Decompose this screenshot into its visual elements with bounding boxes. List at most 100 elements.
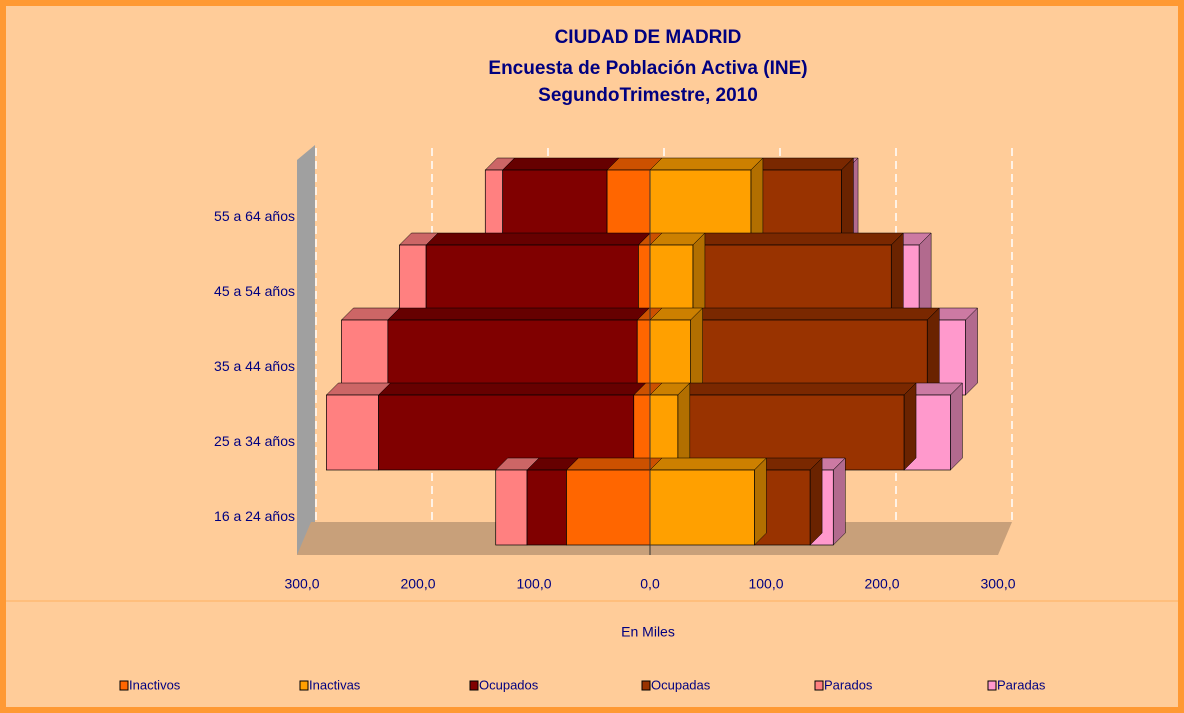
bar-side-shade bbox=[919, 233, 932, 320]
side-wall bbox=[297, 145, 315, 555]
bar-top-shade bbox=[650, 383, 690, 395]
legend-label: Ocupadas bbox=[651, 677, 711, 692]
bar bbox=[649, 382, 691, 471]
chart-title: SegundoTrimestre, 2010 bbox=[538, 85, 758, 106]
bar-front bbox=[566, 469, 651, 546]
bar bbox=[750, 157, 855, 246]
bar-side-shade bbox=[750, 158, 763, 245]
bar-top-shade bbox=[927, 308, 978, 320]
bar-front bbox=[502, 169, 608, 246]
bar-side-shade bbox=[927, 308, 940, 395]
y-tick-label: 55 a 64 años bbox=[214, 208, 295, 224]
y-tick-label: 45 a 54 años bbox=[214, 283, 295, 299]
x-tick-label: 300,0 bbox=[980, 576, 1015, 592]
bar-top-shade bbox=[650, 308, 703, 320]
bar-top-shade bbox=[566, 458, 662, 470]
bar-front bbox=[387, 319, 638, 396]
bar-front bbox=[649, 169, 752, 246]
bar-front bbox=[425, 244, 639, 321]
bar-top-shade bbox=[485, 158, 515, 170]
legend-swatch bbox=[814, 680, 824, 691]
bar-front bbox=[649, 469, 755, 546]
bar-top-shade bbox=[677, 383, 917, 395]
x-tick-label: 0,0 bbox=[640, 576, 660, 592]
legend-swatch bbox=[641, 680, 651, 691]
bar-side-shade bbox=[833, 458, 846, 545]
bar-side-shade bbox=[904, 383, 917, 470]
bar-top-shade bbox=[650, 158, 763, 170]
bar-top-shade bbox=[502, 158, 620, 170]
y-tick-label: 35 a 44 años bbox=[214, 358, 295, 374]
bar-side-shade bbox=[692, 233, 705, 320]
legend-swatch bbox=[299, 680, 309, 691]
bar bbox=[692, 232, 904, 321]
bar-top-shade bbox=[607, 158, 662, 170]
bar-front bbox=[606, 169, 651, 246]
bar-top-shade bbox=[341, 308, 400, 320]
chart-title: CIUDAD DE MADRID bbox=[555, 27, 742, 48]
bar-top-shade bbox=[650, 458, 767, 470]
x-tick-label: 100,0 bbox=[748, 576, 783, 592]
bar-front bbox=[692, 244, 892, 321]
bar-top-shade bbox=[692, 233, 904, 245]
bar-front bbox=[750, 169, 842, 246]
bar bbox=[565, 457, 663, 546]
bar-top-shade bbox=[399, 233, 439, 245]
bar-top-shade bbox=[750, 158, 854, 170]
x-tick-label: 200,0 bbox=[864, 576, 899, 592]
bar-top-shade bbox=[754, 458, 823, 470]
bar-front bbox=[649, 319, 691, 396]
bar-front bbox=[341, 319, 389, 396]
bar-top-shade bbox=[426, 233, 651, 245]
bar-front bbox=[495, 469, 528, 546]
x-axis-label: En Miles bbox=[621, 624, 675, 640]
bar-top-shade bbox=[527, 458, 579, 470]
bar-side-shade bbox=[754, 458, 767, 545]
legend-label: Ocupados bbox=[479, 677, 539, 692]
bar-top-shade bbox=[387, 308, 650, 320]
bar bbox=[649, 307, 704, 396]
bar-top-shade bbox=[650, 233, 705, 245]
bar-side-shade bbox=[841, 158, 854, 245]
y-tick-label: 16 a 24 años bbox=[214, 508, 295, 524]
bar-front bbox=[326, 394, 379, 471]
bar-top-shade bbox=[904, 383, 963, 395]
bar-side-shade bbox=[690, 308, 703, 395]
bar-top-shade bbox=[495, 458, 540, 470]
x-tick-label: 300,0 bbox=[284, 576, 319, 592]
y-tick-label: 25 a 34 años bbox=[214, 433, 295, 449]
legend-swatch bbox=[469, 680, 479, 691]
bar bbox=[677, 382, 917, 471]
bar-top-shade bbox=[378, 383, 646, 395]
bar-front bbox=[677, 394, 905, 471]
x-tick-label: 200,0 bbox=[400, 576, 435, 592]
bar bbox=[649, 457, 768, 546]
bar bbox=[377, 382, 647, 471]
x-tick-label: 100,0 bbox=[516, 576, 551, 592]
bar-side-shade bbox=[677, 383, 690, 470]
bar bbox=[649, 232, 706, 321]
legend-swatch bbox=[987, 680, 997, 691]
bar-side-shade bbox=[950, 383, 963, 470]
bar-top-shade bbox=[326, 383, 391, 395]
bar-front bbox=[399, 244, 427, 321]
bar-side-shade bbox=[891, 233, 904, 320]
legend-label: Parados bbox=[824, 677, 873, 692]
bar bbox=[387, 307, 650, 396]
bar bbox=[425, 232, 652, 321]
bar-top-shade bbox=[690, 308, 940, 320]
bar-front bbox=[526, 469, 567, 546]
legend-label: Inactivas bbox=[309, 677, 361, 692]
legend-label: Inactivos bbox=[129, 677, 181, 692]
bar bbox=[502, 157, 620, 246]
bar bbox=[649, 157, 764, 246]
bar-side-shade bbox=[810, 458, 823, 545]
bar-top-shade bbox=[633, 383, 662, 395]
chart-title: Encuesta de Población Activa (INE) bbox=[488, 58, 807, 79]
legend-label: Paradas bbox=[997, 677, 1046, 692]
legend-swatch bbox=[119, 680, 129, 691]
bar-side-shade bbox=[965, 308, 978, 395]
bar-front bbox=[378, 394, 635, 471]
bar bbox=[689, 307, 940, 396]
